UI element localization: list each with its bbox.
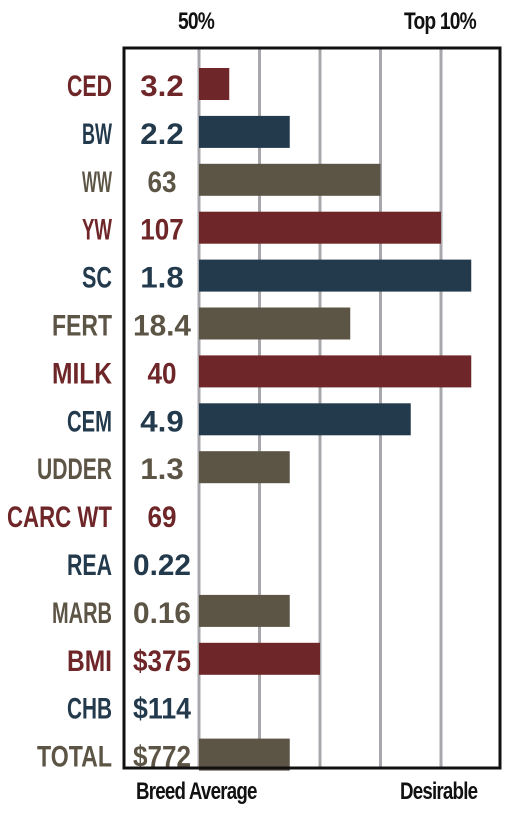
- bar-bw: [199, 115, 290, 148]
- trait-value: $375: [133, 645, 191, 678]
- trait-value: $114: [133, 693, 191, 726]
- breed-average-label: Breed Average: [136, 778, 257, 805]
- trait-value: 107: [140, 214, 184, 247]
- desirable-label: Desirable: [400, 778, 478, 805]
- trait-label: FERT: [52, 310, 112, 343]
- bar-milk: [199, 355, 472, 388]
- trait-label: TOTAL: [37, 741, 112, 774]
- bar-bmi: [199, 642, 320, 675]
- trait-label: REA: [67, 549, 112, 582]
- bar-cem: [199, 403, 411, 436]
- bar-yw: [199, 211, 441, 244]
- bar-marb: [199, 594, 290, 627]
- trait-label: BMI: [67, 645, 112, 678]
- trait-value: 4.9: [140, 405, 184, 438]
- trait-label: YW: [82, 214, 112, 247]
- trait-value: 69: [148, 501, 177, 534]
- trait-label: CEM: [67, 405, 112, 438]
- trait-label: MILK: [52, 357, 112, 390]
- trait-value: 0.22: [133, 549, 191, 582]
- trait-value: 1.3: [140, 453, 184, 486]
- trait-value: 18.4: [133, 310, 191, 343]
- top-left-label: 50%: [178, 8, 215, 35]
- trait-value: 1.8: [140, 262, 184, 295]
- trait-label: BW: [82, 118, 112, 151]
- trait-value: 0.16: [133, 597, 191, 630]
- chart-frame: [122, 46, 502, 770]
- trait-value: 40: [148, 357, 177, 390]
- trait-label: WW: [82, 166, 112, 199]
- bar-total: [199, 738, 290, 771]
- trait-value: 2.2: [140, 118, 184, 151]
- trait-value: 63: [148, 166, 177, 199]
- trait-label: SC: [82, 262, 112, 295]
- bar-sc: [199, 259, 472, 292]
- trait-label: CED: [67, 70, 112, 103]
- bar-udder: [199, 451, 290, 484]
- bar-fert: [199, 307, 351, 340]
- trait-label: CHB: [67, 693, 112, 726]
- bar-ww: [199, 163, 381, 196]
- bar-ced: [199, 68, 230, 100]
- trait-label: UDDER: [37, 453, 112, 486]
- trait-value: 3.2: [140, 70, 184, 103]
- top-right-label: Top 10%: [404, 8, 477, 35]
- trait-label: CARC WT: [7, 501, 112, 534]
- trait-label: MARB: [52, 597, 112, 630]
